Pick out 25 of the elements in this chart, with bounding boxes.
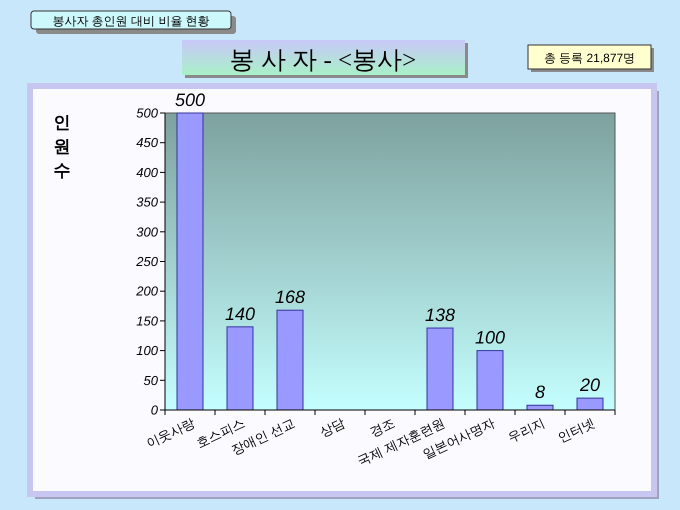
y-tick-label: 400: [136, 164, 159, 180]
chart-subtitle: 봉사자 총인원 대비 비율 현황: [52, 14, 210, 28]
data-label: 138: [424, 305, 456, 326]
data-label: 100: [474, 328, 506, 348]
y-tick-label: 100: [136, 343, 159, 358]
annotation: 총 등록 21,877명: [528, 44, 654, 72]
y-tick-label: 450: [136, 135, 159, 150]
data-label: 500: [174, 90, 206, 110]
y-tick-label: 200: [135, 284, 159, 299]
data-label: 168: [274, 287, 306, 308]
y-tick-label: 50: [144, 372, 159, 388]
y-tick-label: 150: [136, 313, 159, 328]
data-label: 8: [534, 382, 546, 402]
y-tick-label: 300: [136, 224, 159, 240]
y-tick-label: 500: [136, 106, 159, 120]
y-tick-label: 250: [135, 254, 159, 269]
y-tick-label: 0: [150, 402, 159, 418]
y-axis-title: 인원수: [54, 113, 70, 180]
data-label: 140: [224, 304, 256, 324]
data-label: 20: [578, 375, 600, 396]
y-tick-label: 350: [136, 194, 159, 210]
x-tick-label: 상담: [317, 415, 348, 440]
subtitle: 봉사자 총인원 대비 비율 현황: [30, 10, 236, 34]
title: 봉 사 자 - <봉사>: [182, 40, 468, 78]
chart-title: 봉 사 자 - <봉사>: [230, 47, 416, 74]
